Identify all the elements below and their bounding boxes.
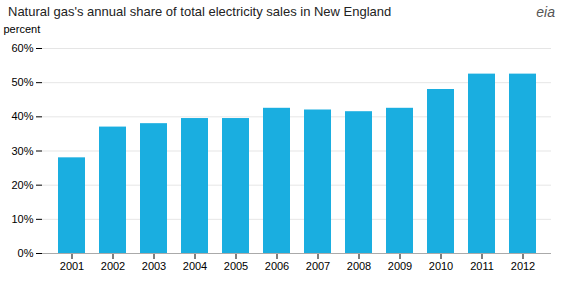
svg-text:2012: 2012 xyxy=(511,260,535,272)
svg-text:2010: 2010 xyxy=(429,260,453,272)
svg-text:60%: 60% xyxy=(11,42,33,54)
html-text:eia: eia xyxy=(536,4,555,20)
svg-text:2004: 2004 xyxy=(183,260,207,272)
svg-text:2001: 2001 xyxy=(60,260,84,272)
svg-text:2007: 2007 xyxy=(306,260,330,272)
svg-text:40%: 40% xyxy=(11,110,33,122)
html-text:Natural gas's annual share of: Natural gas's annual share of total elec… xyxy=(8,4,392,19)
svg-text:percent: percent xyxy=(4,23,41,35)
svg-text:2008: 2008 xyxy=(347,260,371,272)
svg-text:20%: 20% xyxy=(11,179,33,191)
svg-text:2003: 2003 xyxy=(142,260,166,272)
svg-text:2011: 2011 xyxy=(470,260,494,272)
svg-text:2009: 2009 xyxy=(388,260,412,272)
svg-text:2005: 2005 xyxy=(224,260,248,272)
svg-text:0%: 0% xyxy=(18,247,34,259)
svg-text:2006: 2006 xyxy=(265,260,289,272)
svg-text:30%: 30% xyxy=(11,145,33,157)
svg-text:10%: 10% xyxy=(11,213,33,225)
svg-text:50%: 50% xyxy=(11,76,33,88)
svg-text:2002: 2002 xyxy=(101,260,125,272)
